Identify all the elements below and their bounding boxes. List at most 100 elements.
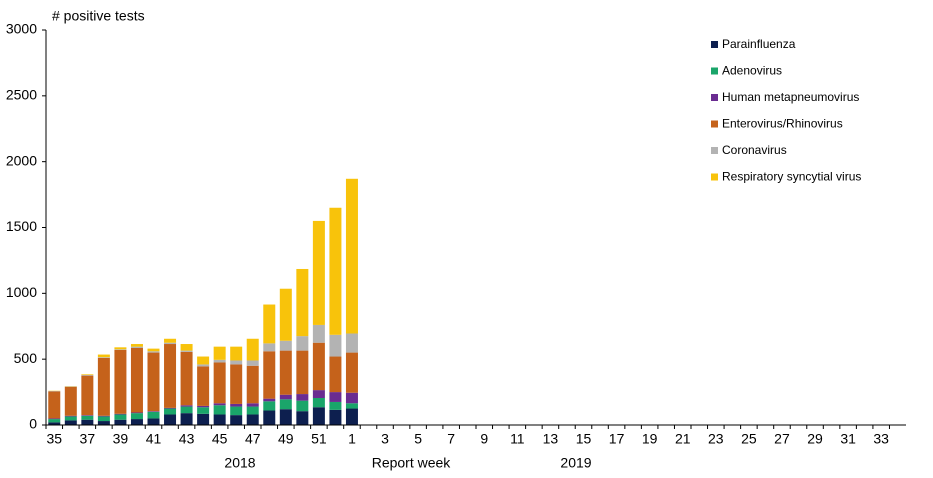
bar-segment — [81, 415, 94, 420]
legend-swatch — [711, 41, 718, 48]
bar-segment — [48, 418, 61, 420]
y-tick-label: 2000 — [6, 152, 37, 168]
bar-segment — [130, 346, 143, 348]
bar-segment — [296, 394, 309, 401]
bar-segment — [197, 413, 210, 425]
bar-segment — [263, 351, 276, 399]
bar-segment — [180, 344, 193, 351]
bar-segment — [180, 406, 193, 414]
bar-segment — [81, 415, 94, 416]
bar-segment — [180, 351, 193, 406]
legend-swatch — [711, 67, 718, 75]
x-tick-label: 37 — [80, 431, 96, 447]
y-tick-label: 3000 — [6, 21, 37, 37]
year-label: 2019 — [560, 455, 591, 471]
x-tick-label: 31 — [840, 431, 856, 447]
bar-segment — [97, 357, 110, 416]
year-label: 2018 — [224, 455, 255, 471]
bar-segment — [114, 349, 127, 414]
legend-label: Coronavirus — [722, 143, 787, 157]
bar-segment — [114, 347, 127, 350]
bar-segment — [246, 338, 259, 361]
x-tick-label: 5 — [414, 431, 422, 447]
bar-segment — [296, 268, 309, 337]
bar-segment — [114, 419, 127, 425]
bar-segment — [263, 398, 276, 402]
y-tick-label: 0 — [29, 416, 37, 432]
x-tick-label: 9 — [480, 431, 488, 447]
bar-segment — [48, 419, 61, 423]
bar-segment — [329, 207, 342, 335]
bar-segment — [114, 413, 127, 415]
x-tick-label: 13 — [543, 431, 559, 447]
x-tick-label: 39 — [113, 431, 129, 447]
bar-segment — [147, 411, 160, 412]
bar-segment — [180, 405, 193, 407]
x-tick-label: 49 — [278, 431, 294, 447]
x-tick-label: 3 — [381, 431, 389, 447]
bar-segment — [64, 420, 77, 425]
bar-segment — [230, 403, 243, 407]
bar-segment — [263, 410, 276, 425]
bar-segment — [279, 409, 292, 425]
bar-segment — [263, 304, 276, 344]
bar-segment — [81, 374, 94, 375]
legend-label: Respiratory syncytial virus — [722, 170, 861, 184]
bar-segment — [279, 350, 292, 395]
bar-segment — [147, 411, 160, 419]
x-tick-label: 1 — [348, 431, 356, 447]
bar-segment — [130, 347, 143, 413]
bar-segment — [81, 419, 94, 425]
bar-segment — [279, 340, 292, 351]
bar-segment — [312, 342, 325, 391]
y-tick-label: 2500 — [6, 87, 37, 103]
x-tick-label: 11 — [510, 431, 525, 447]
bar-segment — [230, 406, 243, 416]
bar-segment — [230, 415, 243, 425]
x-tick-label: 15 — [576, 431, 592, 447]
x-tick-label: 33 — [873, 431, 889, 447]
bar-segment — [263, 343, 276, 352]
bar-segment — [164, 407, 177, 409]
x-tick-label: 29 — [807, 431, 823, 447]
x-tick-label: 7 — [447, 431, 455, 447]
bar-segment — [97, 416, 110, 422]
legend-swatch — [711, 173, 718, 181]
bar-segment — [130, 412, 143, 414]
bar-segment — [263, 401, 276, 411]
bar-segment — [296, 411, 309, 425]
legend-swatch — [711, 120, 718, 128]
bar-segment — [213, 346, 226, 360]
bar-segment — [230, 364, 243, 404]
bar-segment — [279, 399, 292, 410]
bar-segment — [345, 408, 358, 425]
bar-segment — [114, 414, 127, 420]
bar-segment — [213, 359, 226, 363]
y-axis-label: # positive tests — [52, 8, 145, 24]
bar-segment — [180, 350, 193, 352]
bar-segment — [164, 414, 177, 425]
x-tick-label: 27 — [774, 431, 790, 447]
bar-segment — [296, 336, 309, 351]
x-tick-label: 41 — [146, 431, 162, 447]
bar-segment — [147, 352, 160, 412]
x-tick-label: 17 — [609, 431, 625, 447]
bar-segment — [246, 360, 259, 366]
x-tick-label: 23 — [708, 431, 724, 447]
y-tick-label: 1500 — [6, 218, 37, 234]
bar-segment — [48, 391, 61, 419]
bar-segment — [81, 374, 94, 376]
bar-segment — [329, 334, 342, 357]
bar-segment — [130, 419, 143, 425]
x-tick-label: 25 — [741, 431, 757, 447]
bar-segment — [230, 346, 243, 361]
bar-segment — [246, 414, 259, 425]
bar-segment — [329, 409, 342, 425]
bar-segment — [345, 392, 358, 404]
bar-segment — [296, 350, 309, 395]
bar-segment — [64, 386, 77, 416]
bar-segment — [213, 405, 226, 415]
bar-segment — [197, 405, 210, 408]
bar-segment — [164, 342, 177, 345]
legend-label: Adenovirus — [722, 64, 782, 78]
